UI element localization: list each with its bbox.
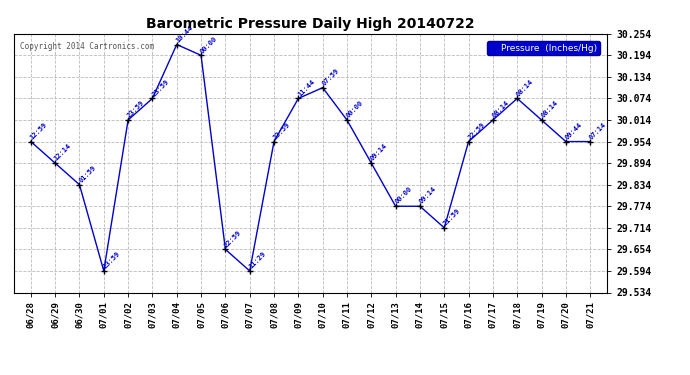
Text: 09:44: 09:44 [564,121,583,141]
Text: 11:29: 11:29 [248,251,267,270]
Text: 23:59: 23:59 [273,121,291,141]
Text: 09:14: 09:14 [418,186,437,205]
Text: 01:59: 01:59 [78,164,97,184]
Text: 21:59: 21:59 [442,207,462,227]
Text: 11:44: 11:44 [297,78,316,98]
Text: 22:59: 22:59 [224,229,243,248]
Text: 00:00: 00:00 [394,186,413,205]
Text: 07:14: 07:14 [589,121,608,141]
Legend: Pressure  (Inches/Hg): Pressure (Inches/Hg) [487,41,600,55]
Text: 10:44: 10:44 [175,24,194,44]
Text: 08:14: 08:14 [540,100,559,119]
Text: 22:59: 22:59 [466,121,486,141]
Text: 12:14: 12:14 [53,143,72,162]
Text: 09:14: 09:14 [369,143,388,162]
Text: 08:14: 08:14 [491,100,511,119]
Text: 23:59: 23:59 [102,251,121,270]
Text: 07:59: 07:59 [321,67,340,87]
Text: 23:59: 23:59 [150,78,170,98]
Title: Barometric Pressure Daily High 20140722: Barometric Pressure Daily High 20140722 [146,17,475,31]
Text: Copyright 2014 Cartronics.com: Copyright 2014 Cartronics.com [20,42,154,51]
Text: 12:59: 12:59 [29,121,48,141]
Text: 08:14: 08:14 [515,78,535,98]
Text: 00:00: 00:00 [345,100,364,119]
Text: 00:00: 00:00 [199,35,219,54]
Text: 23:59: 23:59 [126,100,146,119]
